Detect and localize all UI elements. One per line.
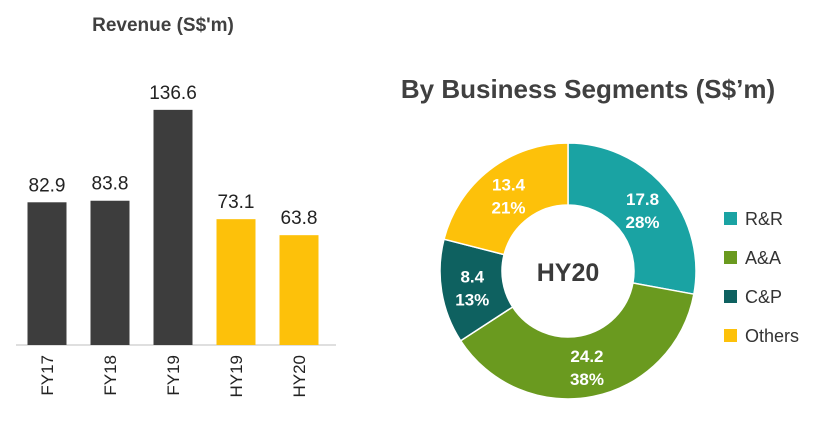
legend-swatch-a-a [724,251,737,264]
slice-value-others: 13.4 [492,175,526,194]
donut-chart-title: By Business Segments (S$’m) [401,74,775,104]
legend-label-c-p: C&P [745,287,782,307]
slice-value-a-a: 24.2 [570,347,603,366]
bar-chart-title: Revenue (S$'m) [92,15,234,36]
bar-fy19 [153,109,193,345]
legend-label-r-r: R&R [745,209,783,229]
legend-label-others: Others [745,326,799,346]
bar-category-fy18: FY18 [101,355,120,396]
bar-category-fy17: FY17 [38,355,57,396]
legend-swatch-c-p [724,290,737,303]
slice-value-c-p: 8.4 [460,268,484,287]
legend-swatch-r-r [724,212,737,225]
bar-value-fy18: 83.8 [92,174,129,195]
slice-value-r-r: 17.8 [626,190,659,209]
bar-hy19 [216,219,256,345]
slice-percent-others: 21% [492,198,526,217]
legend-swatch-others [724,329,737,342]
bar-fy17 [27,202,67,345]
bar-category-hy19: HY19 [227,355,246,398]
bar-category-hy20: HY20 [290,355,309,398]
donut-legend: R&R A&A C&P Others [724,209,799,346]
bar-value-fy19: 136.6 [149,83,197,104]
slice-percent-r-r: 28% [626,213,660,232]
donut-slice-r-r [567,142,697,296]
donut-slice-a-a [459,282,695,400]
bar-value-hy20: 63.8 [281,208,318,229]
donut-center-label: HY20 [537,259,600,287]
legend-label-a-a: A&A [745,248,781,268]
segment-donut-chart: By Business Segments (S$’m) 17.8 28% 24.2 3… [401,74,799,400]
donut-slice-others [443,142,569,256]
bar-hy20 [279,235,319,345]
bar-fy18 [90,200,130,345]
revenue-bar-chart: Revenue (S$'m) 82.9 FY17 83.8 FY18 136.6 FY19… [16,15,336,398]
bar-chart-bars: 82.9 FY17 83.8 FY18 136.6 FY19 73.1 HY19 63.8 HY2… [27,83,319,398]
slice-percent-a-a: 38% [570,370,604,389]
slice-percent-c-p: 13% [455,291,489,310]
bar-category-fy19: FY19 [164,355,183,396]
bar-value-fy17: 82.9 [29,175,66,196]
donut-slices: 17.8 28% 24.2 38% 8.4 13% 13.4 21% [439,142,697,400]
bar-value-hy19: 73.1 [218,192,255,213]
